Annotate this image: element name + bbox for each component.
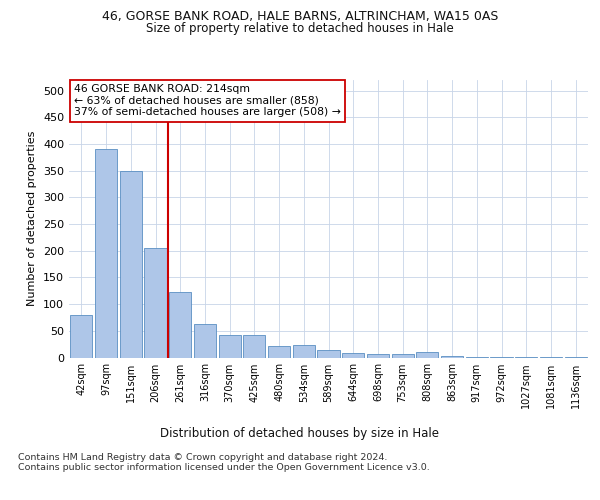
Bar [119,170,142,358]
Text: 46 GORSE BANK ROAD: 214sqm
← 63% of detached houses are smaller (858)
37% of sem: 46 GORSE BANK ROAD: 214sqm ← 63% of deta… [74,84,341,117]
Bar [70,316,92,358]
Bar [145,248,167,358]
Bar [317,350,340,358]
Bar [243,334,265,357]
Bar [490,357,512,358]
Bar [515,357,538,358]
Text: Contains HM Land Registry data © Crown copyright and database right 2024.
Contai: Contains HM Land Registry data © Crown c… [18,452,430,472]
Bar [169,292,191,358]
Text: 46, GORSE BANK ROAD, HALE BARNS, ALTRINCHAM, WA15 0AS: 46, GORSE BANK ROAD, HALE BARNS, ALTRINC… [102,10,498,23]
Bar [540,357,562,358]
Bar [367,354,389,358]
Bar [416,352,439,358]
Bar [95,150,117,358]
Bar [565,357,587,358]
Text: Distribution of detached houses by size in Hale: Distribution of detached houses by size … [161,428,439,440]
Bar [293,345,315,358]
Text: Size of property relative to detached houses in Hale: Size of property relative to detached ho… [146,22,454,35]
Bar [466,357,488,358]
Y-axis label: Number of detached properties: Number of detached properties [28,131,37,306]
Bar [342,353,364,358]
Bar [218,334,241,357]
Bar [194,324,216,358]
Bar [268,346,290,358]
Bar [441,356,463,358]
Bar [392,354,414,358]
